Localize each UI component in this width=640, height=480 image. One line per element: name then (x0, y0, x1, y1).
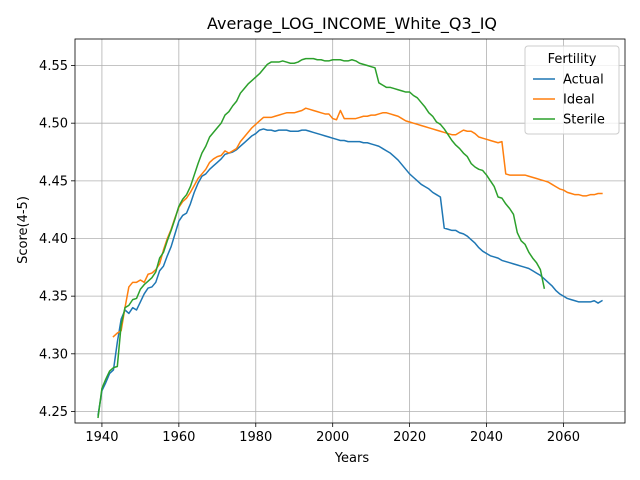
y-tick-label: 4.30 (39, 347, 68, 362)
plot-lines (97, 57, 603, 419)
y-tick-label: 4.55 (39, 59, 68, 74)
x-tick-label: 1960 (162, 430, 195, 445)
y-tick-label: 4.25 (39, 405, 68, 420)
series-line-ideal (112, 107, 603, 338)
legend-title: Fertility (548, 52, 597, 67)
legend-label-actual: Actual (563, 73, 604, 88)
chart-title: Average_LOG_INCOME_White_Q3_IQ (207, 14, 497, 34)
series-line-sterile (97, 57, 546, 419)
legend-box (524, 45, 620, 135)
series-line-actual (97, 128, 603, 416)
legend-label-sterile: Sterile (563, 113, 605, 128)
x-tick-label: 2000 (316, 430, 349, 445)
y-axis-label: Score(4-5) (16, 196, 31, 264)
legend: Fertility Actual Ideal Sterile (524, 45, 620, 135)
x-tick-label: 2040 (470, 430, 503, 445)
x-tick-label: 1980 (239, 430, 272, 445)
x-axis-label: Years (334, 451, 370, 466)
y-tick-label: 4.40 (39, 232, 68, 247)
y-tick-label: 4.45 (39, 174, 68, 189)
x-tick-label: 1940 (85, 430, 118, 445)
x-tick-label: 2020 (393, 430, 426, 445)
y-tick-label: 4.35 (39, 290, 68, 305)
axes: 1940 1960 1980 2000 2020 2040 2060 4.25 4.30 4.35… (39, 38, 626, 445)
y-tick-label: 4.50 (39, 117, 68, 132)
grid (75, 39, 625, 423)
legend-label-ideal: Ideal (563, 93, 595, 108)
x-tick-label: 2060 (547, 430, 580, 445)
plot-frame (74, 38, 626, 424)
